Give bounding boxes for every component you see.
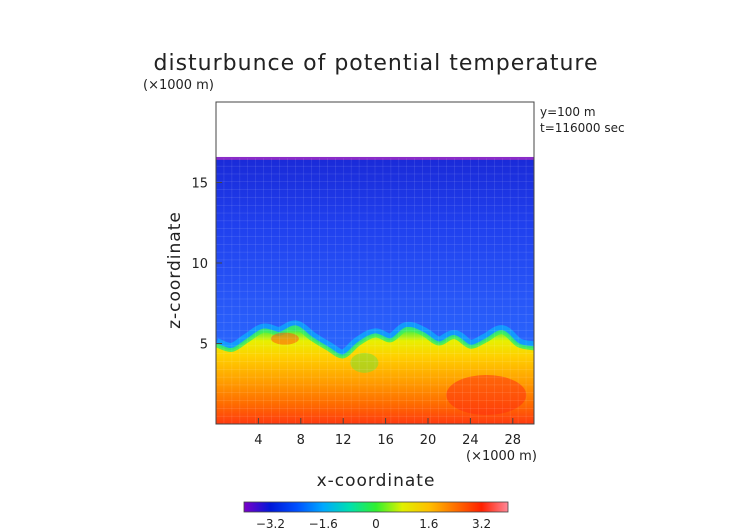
field-core-2 [350, 352, 379, 373]
y-tick-label: 5 [200, 338, 208, 353]
x-tick-label: 16 [377, 433, 394, 448]
chart-title: disturbunce of potential temperature [154, 51, 599, 76]
x-tick-label: 20 [420, 433, 437, 448]
interface-edge [216, 325, 534, 359]
x-axis-label: x-coordinate [317, 471, 436, 491]
x-tick-label: 4 [254, 433, 262, 448]
colorbar [243, 501, 509, 513]
colorbar-tick-label: 3.2 [472, 517, 491, 531]
field-core-0 [446, 375, 527, 416]
plot-area [216, 102, 534, 424]
above-domain-area [216, 102, 534, 157]
colorbar-tick-label: −1.6 [309, 517, 338, 531]
y-tick-label: 15 [191, 177, 208, 192]
colorbar-tick-label: 1.6 [419, 517, 438, 531]
z-unit-label: (×1000 m) [143, 78, 214, 93]
field-core-1 [270, 332, 299, 345]
x-tick-label: 24 [462, 433, 479, 448]
x-tick-label: 28 [505, 433, 522, 448]
colorbar-tick-label: 0 [372, 517, 380, 531]
y-axis-label: z-coordinate [165, 211, 185, 329]
colorbar-tick-label: −3.2 [256, 517, 285, 531]
x-tick-label: 12 [335, 433, 352, 448]
y-tick-label: 10 [191, 257, 208, 272]
x-tick-label: 8 [297, 433, 305, 448]
info-t-label: t=116000 sec [540, 121, 625, 135]
info-y-label: y=100 m [540, 105, 596, 119]
x-unit-label: (×1000 m) [466, 449, 537, 464]
